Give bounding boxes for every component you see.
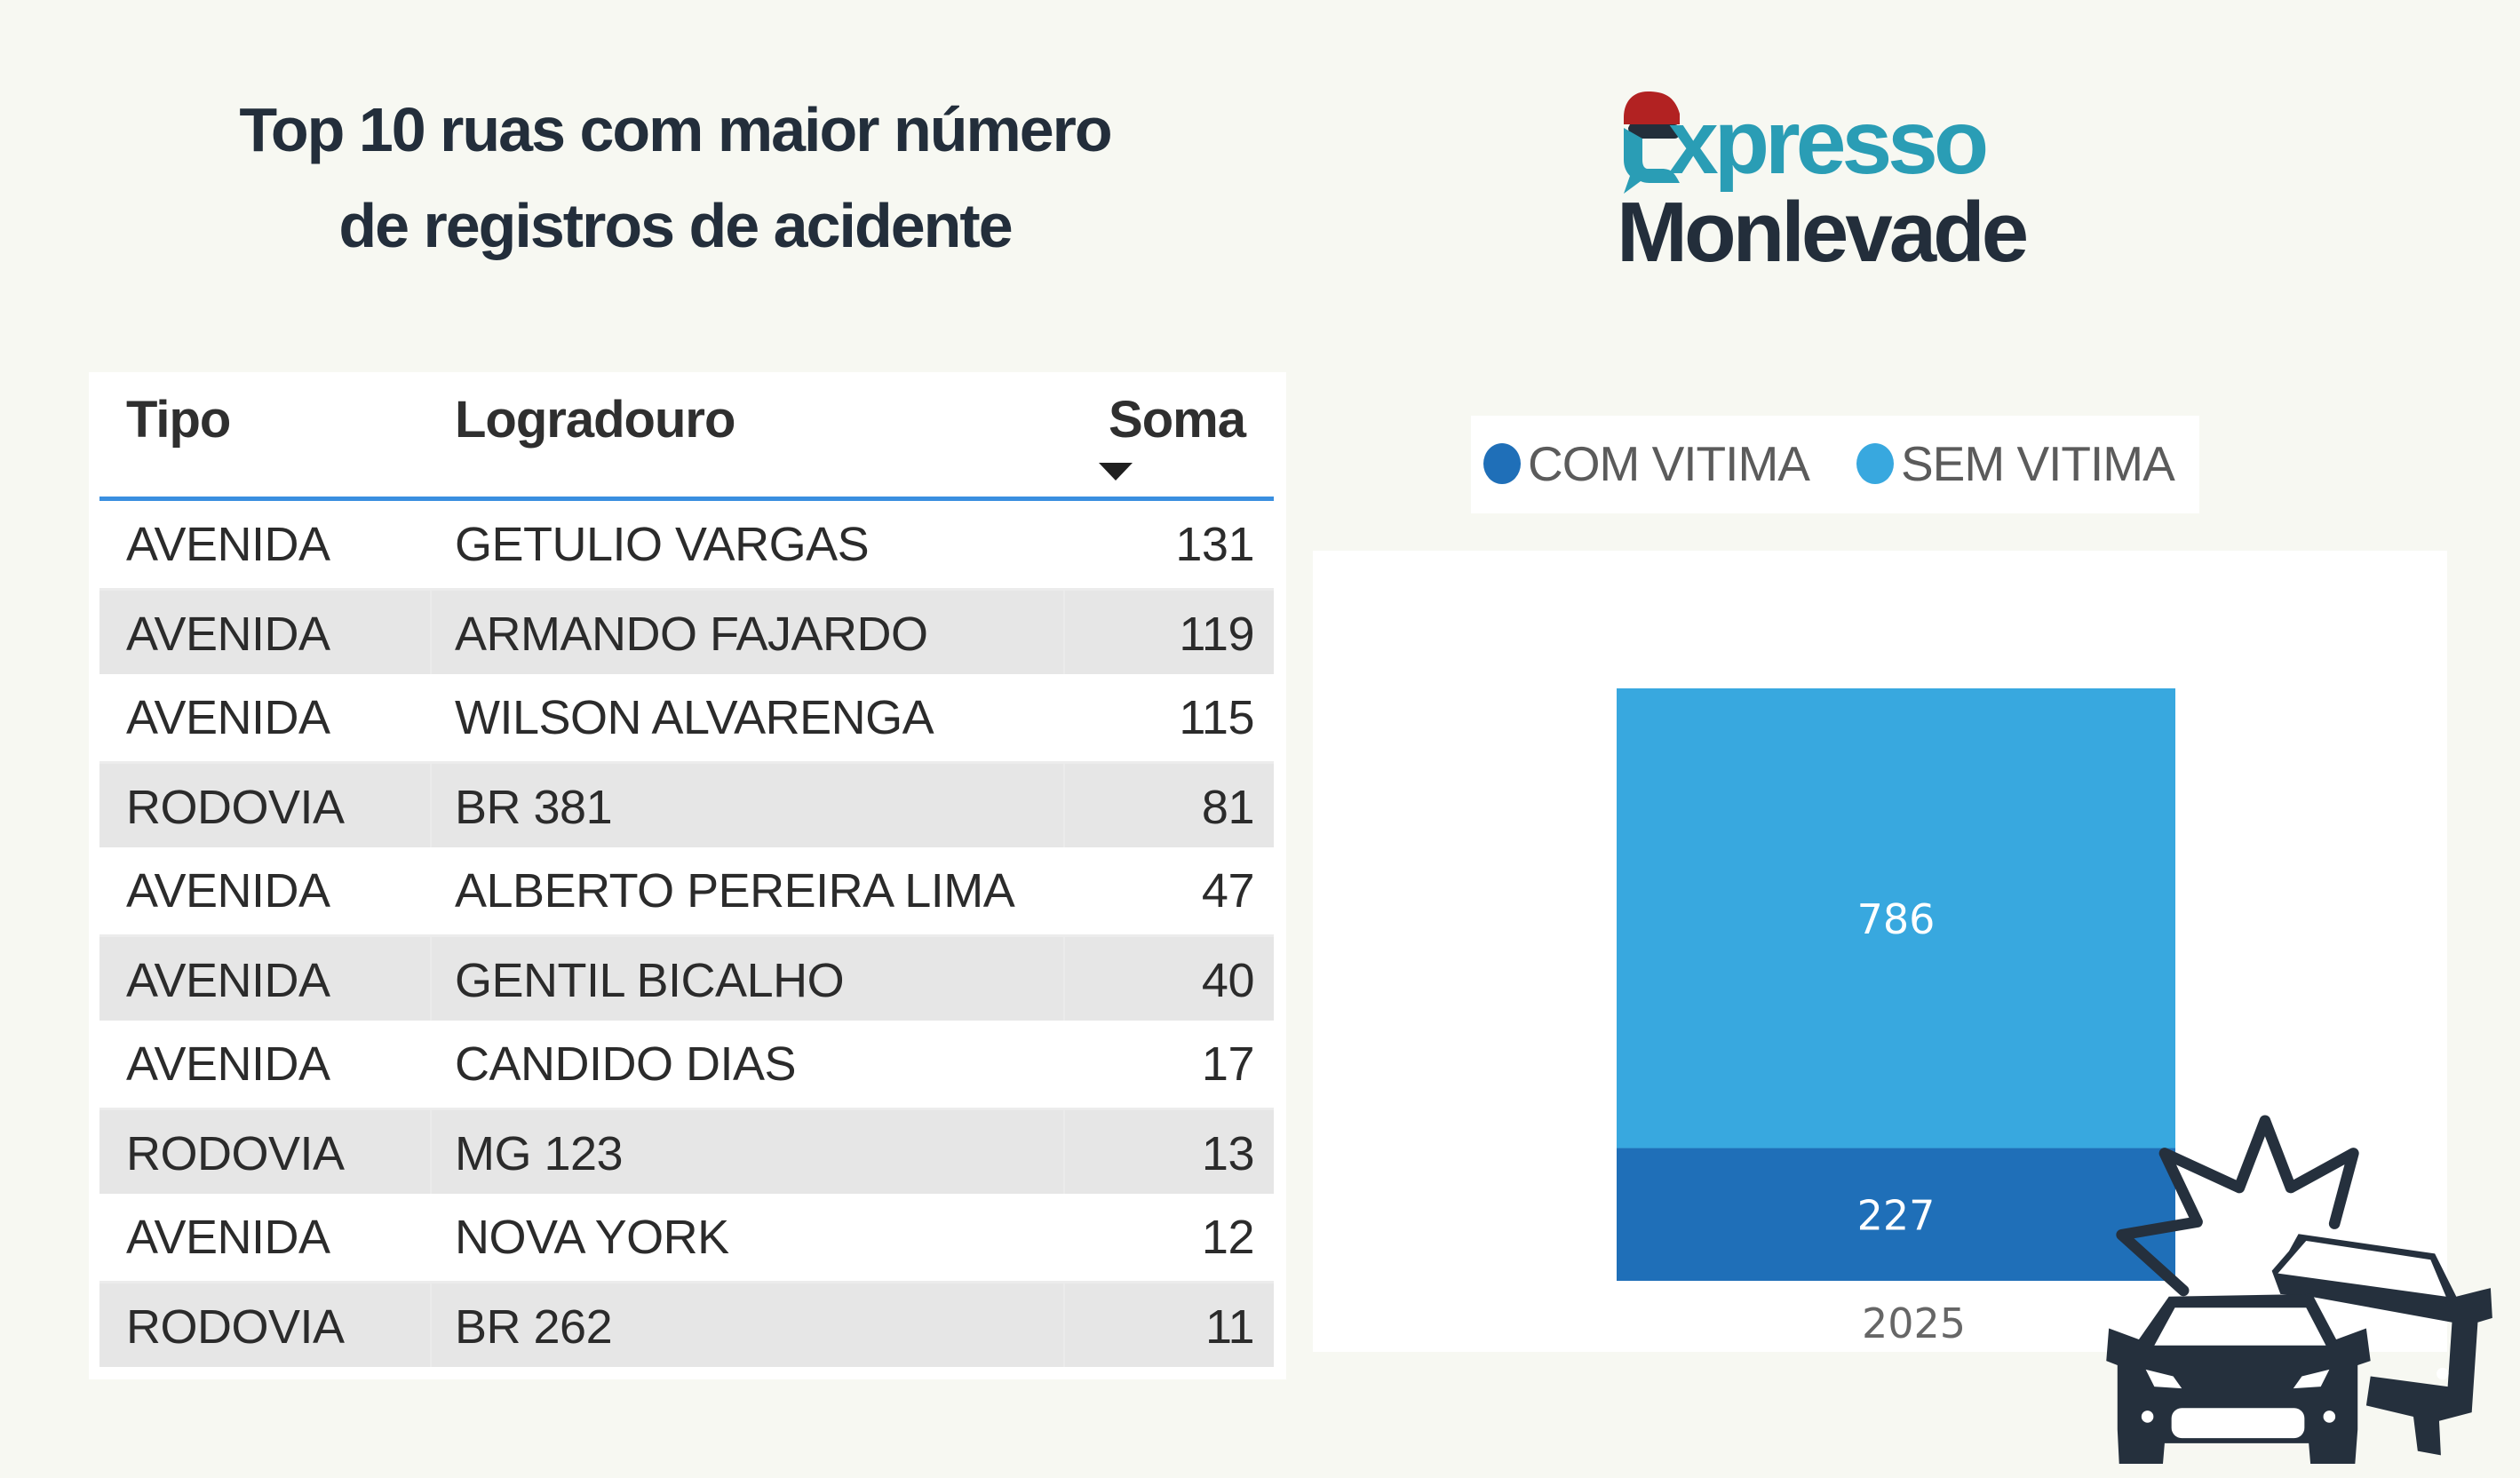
table-row[interactable]: AVENIDA GETULIO VARGAS 131 [99,501,1274,588]
cell-logradouro: NOVA YORK [455,1211,729,1264]
cell-logradouro: ALBERTO PEREIRA LIMA [455,864,1015,918]
stacked-bar-chart: 227 786 2025 [1313,551,2447,1352]
x-tick-label: 2025 [1862,1299,1966,1347]
cell-tipo: RODOVIA [126,1126,345,1180]
table-body: AVENIDA GETULIO VARGAS 131 AVENIDA ARMANDO F… [99,501,1274,1367]
legend-label: SEM VITIMA [1901,436,2175,491]
legend-item-com-vitima[interactable]: COM VITIMA [1483,436,1810,491]
table-row[interactable]: AVENIDA ALBERTO PEREIRA LIMA 47 [99,847,1274,934]
cell-logradouro: GENTIL BICALHO [455,953,845,1007]
legend-label: COM VITIMA [1528,436,1810,491]
column-divider [1063,590,1065,674]
cell-soma: 119 [1179,607,1254,661]
cell-tipo: AVENIDA [126,953,330,1007]
table-row[interactable]: RODOVIA BR 262 11 [99,1280,1274,1367]
data-label: 227 [1857,1191,1936,1239]
brand-logo: xpresso Monlevade [1617,84,2079,280]
cell-logradouro: ARMANDO FAJARDO [455,607,928,661]
cell-soma: 13 [1201,1126,1255,1180]
table-row[interactable]: RODOVIA BR 381 81 [99,760,1274,847]
cell-tipo: AVENIDA [126,518,330,571]
cell-logradouro: WILSON ALVARENGA [455,691,934,744]
legend-item-sem-vitima[interactable]: SEM VITIMA [1856,436,2175,491]
legend-dot-icon [1483,443,1521,484]
title-line-1: Top 10 ruas com maior número [239,95,1112,164]
page-title: Top 10 ruas com maior número de registro… [107,82,1244,274]
cell-soma: 81 [1201,780,1255,834]
table-row[interactable]: AVENIDA WILSON ALVARENGA 115 [99,674,1274,761]
logo-monlevade: Monlevade [1617,185,2029,280]
column-header-logradouro[interactable]: Logradouro [455,391,735,449]
column-divider [1063,763,1065,847]
cell-soma: 47 [1201,864,1255,918]
column-header-soma[interactable]: Soma [1109,391,1246,449]
chart-canvas: 227 786 2025 [1617,688,2175,1347]
cell-logradouro: MG 123 [455,1126,624,1180]
table-row[interactable]: AVENIDA GENTIL BICALHO 40 [99,934,1274,1021]
column-divider [430,763,432,847]
cell-logradouro: GETULIO VARGAS [455,518,870,571]
column-divider [1063,1109,1065,1194]
title-line-2: de registros de acidente [338,191,1013,260]
cell-tipo: AVENIDA [126,607,330,661]
sort-descending-icon[interactable] [1099,463,1133,481]
cell-tipo: AVENIDA [126,864,330,918]
cell-logradouro: BR 381 [455,780,613,834]
cell-soma: 12 [1201,1211,1255,1264]
cell-tipo: AVENIDA [126,1211,330,1264]
cell-logradouro: BR 262 [455,1299,613,1354]
column-divider [1063,936,1065,1021]
bar-segment-sem-vitima[interactable] [1617,688,2175,1148]
streets-table: Tipo Logradouro Soma AVENIDA GETULIO VARG… [89,372,1286,1379]
column-divider [430,936,432,1021]
table-row[interactable]: AVENIDA CANDIDO DIAS 17 [99,1021,1274,1108]
logo-expresso: xpresso [1668,91,1989,193]
column-header-tipo[interactable]: Tipo [126,391,231,449]
car-crash-icon [2106,1115,2492,1465]
cell-soma: 11 [1204,1299,1255,1354]
chart-legend: COM VITIMA SEM VITIMA [1471,416,2199,513]
cell-logradouro: CANDIDO DIAS [455,1037,797,1091]
logo-e-speech-bubble-icon [1624,91,1680,194]
column-divider [430,590,432,674]
cell-soma: 17 [1201,1037,1255,1091]
column-divider [1063,1283,1065,1367]
cell-soma: 131 [1175,518,1254,571]
cell-soma: 115 [1179,691,1254,744]
cell-tipo: AVENIDA [126,691,330,744]
cell-soma: 40 [1201,953,1255,1007]
table-row[interactable]: RODOVIA MG 123 13 [99,1107,1274,1194]
table-header: Tipo Logradouro Soma [99,372,1274,501]
bar-segment-com-vitima[interactable] [1617,1148,2175,1281]
table-row[interactable]: AVENIDA NOVA YORK 12 [99,1194,1274,1281]
column-divider [430,1109,432,1194]
cell-tipo: AVENIDA [126,1037,330,1091]
table-row[interactable]: AVENIDA ARMANDO FAJARDO 119 [99,587,1274,674]
cell-tipo: RODOVIA [126,1299,345,1354]
cell-tipo: RODOVIA [126,780,345,834]
legend-dot-icon [1856,443,1894,484]
data-label: 786 [1857,895,1936,943]
column-divider [430,1283,432,1367]
